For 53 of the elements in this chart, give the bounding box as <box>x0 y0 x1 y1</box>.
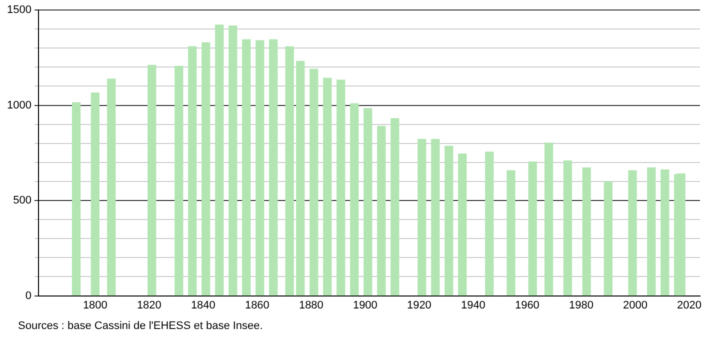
bar <box>310 68 318 296</box>
y-tick-label: 1500 <box>6 4 32 16</box>
bar <box>458 154 467 296</box>
x-tick-label: 1900 <box>352 299 378 312</box>
x-tick-label: 2000 <box>622 299 648 312</box>
bar <box>285 46 294 296</box>
bar <box>563 160 572 296</box>
x-tick-label: 1840 <box>190 299 216 312</box>
bar <box>202 42 210 296</box>
bar <box>604 181 613 296</box>
bar <box>242 39 251 296</box>
x-tick-label: 1940 <box>460 299 486 312</box>
bar <box>256 40 264 296</box>
x-tick-label: 1820 <box>136 299 162 312</box>
bar <box>660 169 670 296</box>
x-tick-label: 1880 <box>298 299 324 312</box>
bar <box>215 24 224 296</box>
bar <box>148 64 156 296</box>
bar <box>431 138 440 296</box>
x-tick-label: 1800 <box>82 299 108 312</box>
x-tick-label: 1920 <box>406 299 432 312</box>
bar <box>444 146 454 296</box>
bar <box>647 167 656 296</box>
bar <box>377 126 386 296</box>
bar <box>336 80 346 296</box>
bar <box>506 170 516 296</box>
x-tick-label: 1980 <box>568 299 594 312</box>
bar <box>72 102 81 296</box>
y-tick-label: 500 <box>13 194 32 207</box>
x-tick-label: 1860 <box>244 299 270 312</box>
source-note: Sources : base Cassini de l'EHESS et base Insee. <box>18 320 263 332</box>
bar <box>582 167 591 296</box>
bar <box>323 78 332 296</box>
bar <box>107 78 116 296</box>
bar <box>269 39 278 296</box>
bar <box>528 162 537 296</box>
bar <box>544 142 554 296</box>
bar <box>188 46 197 296</box>
y-tick-label: 0 <box>25 290 32 302</box>
bar <box>676 173 686 296</box>
bar <box>390 118 400 296</box>
bar <box>228 25 238 296</box>
bar <box>628 170 637 296</box>
bar <box>90 92 100 296</box>
x-tick-label: 1960 <box>514 299 540 312</box>
bar <box>364 108 372 296</box>
bar <box>350 103 359 296</box>
bar <box>296 60 305 296</box>
bar <box>418 138 426 296</box>
x-tick-label: 2020 <box>676 299 702 312</box>
y-tick-label: 1000 <box>6 99 32 112</box>
bar <box>485 152 494 296</box>
bar <box>174 66 184 296</box>
